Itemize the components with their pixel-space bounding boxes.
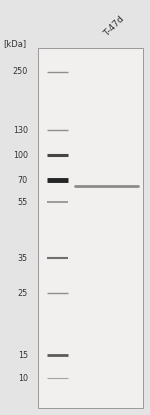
Text: 35: 35 [18,254,28,263]
Text: 130: 130 [13,125,28,134]
Text: 250: 250 [13,68,28,76]
Text: 10: 10 [18,374,28,383]
Text: 100: 100 [13,151,28,159]
Text: 25: 25 [18,288,28,298]
Text: T-47d: T-47d [102,14,126,38]
Bar [38,48,143,408]
Text: [kDa]: [kDa] [3,39,26,48]
Text: 70: 70 [18,176,28,185]
Text: 15: 15 [18,351,28,359]
Text: 55: 55 [18,198,28,207]
